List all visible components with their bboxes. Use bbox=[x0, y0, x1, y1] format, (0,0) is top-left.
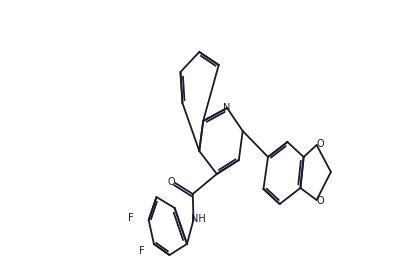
Text: F: F bbox=[128, 213, 133, 223]
Text: O: O bbox=[167, 178, 175, 188]
Text: NH: NH bbox=[191, 214, 206, 224]
Text: O: O bbox=[316, 196, 324, 206]
Text: N: N bbox=[224, 103, 231, 113]
Text: O: O bbox=[316, 139, 324, 149]
Text: F: F bbox=[140, 246, 145, 256]
